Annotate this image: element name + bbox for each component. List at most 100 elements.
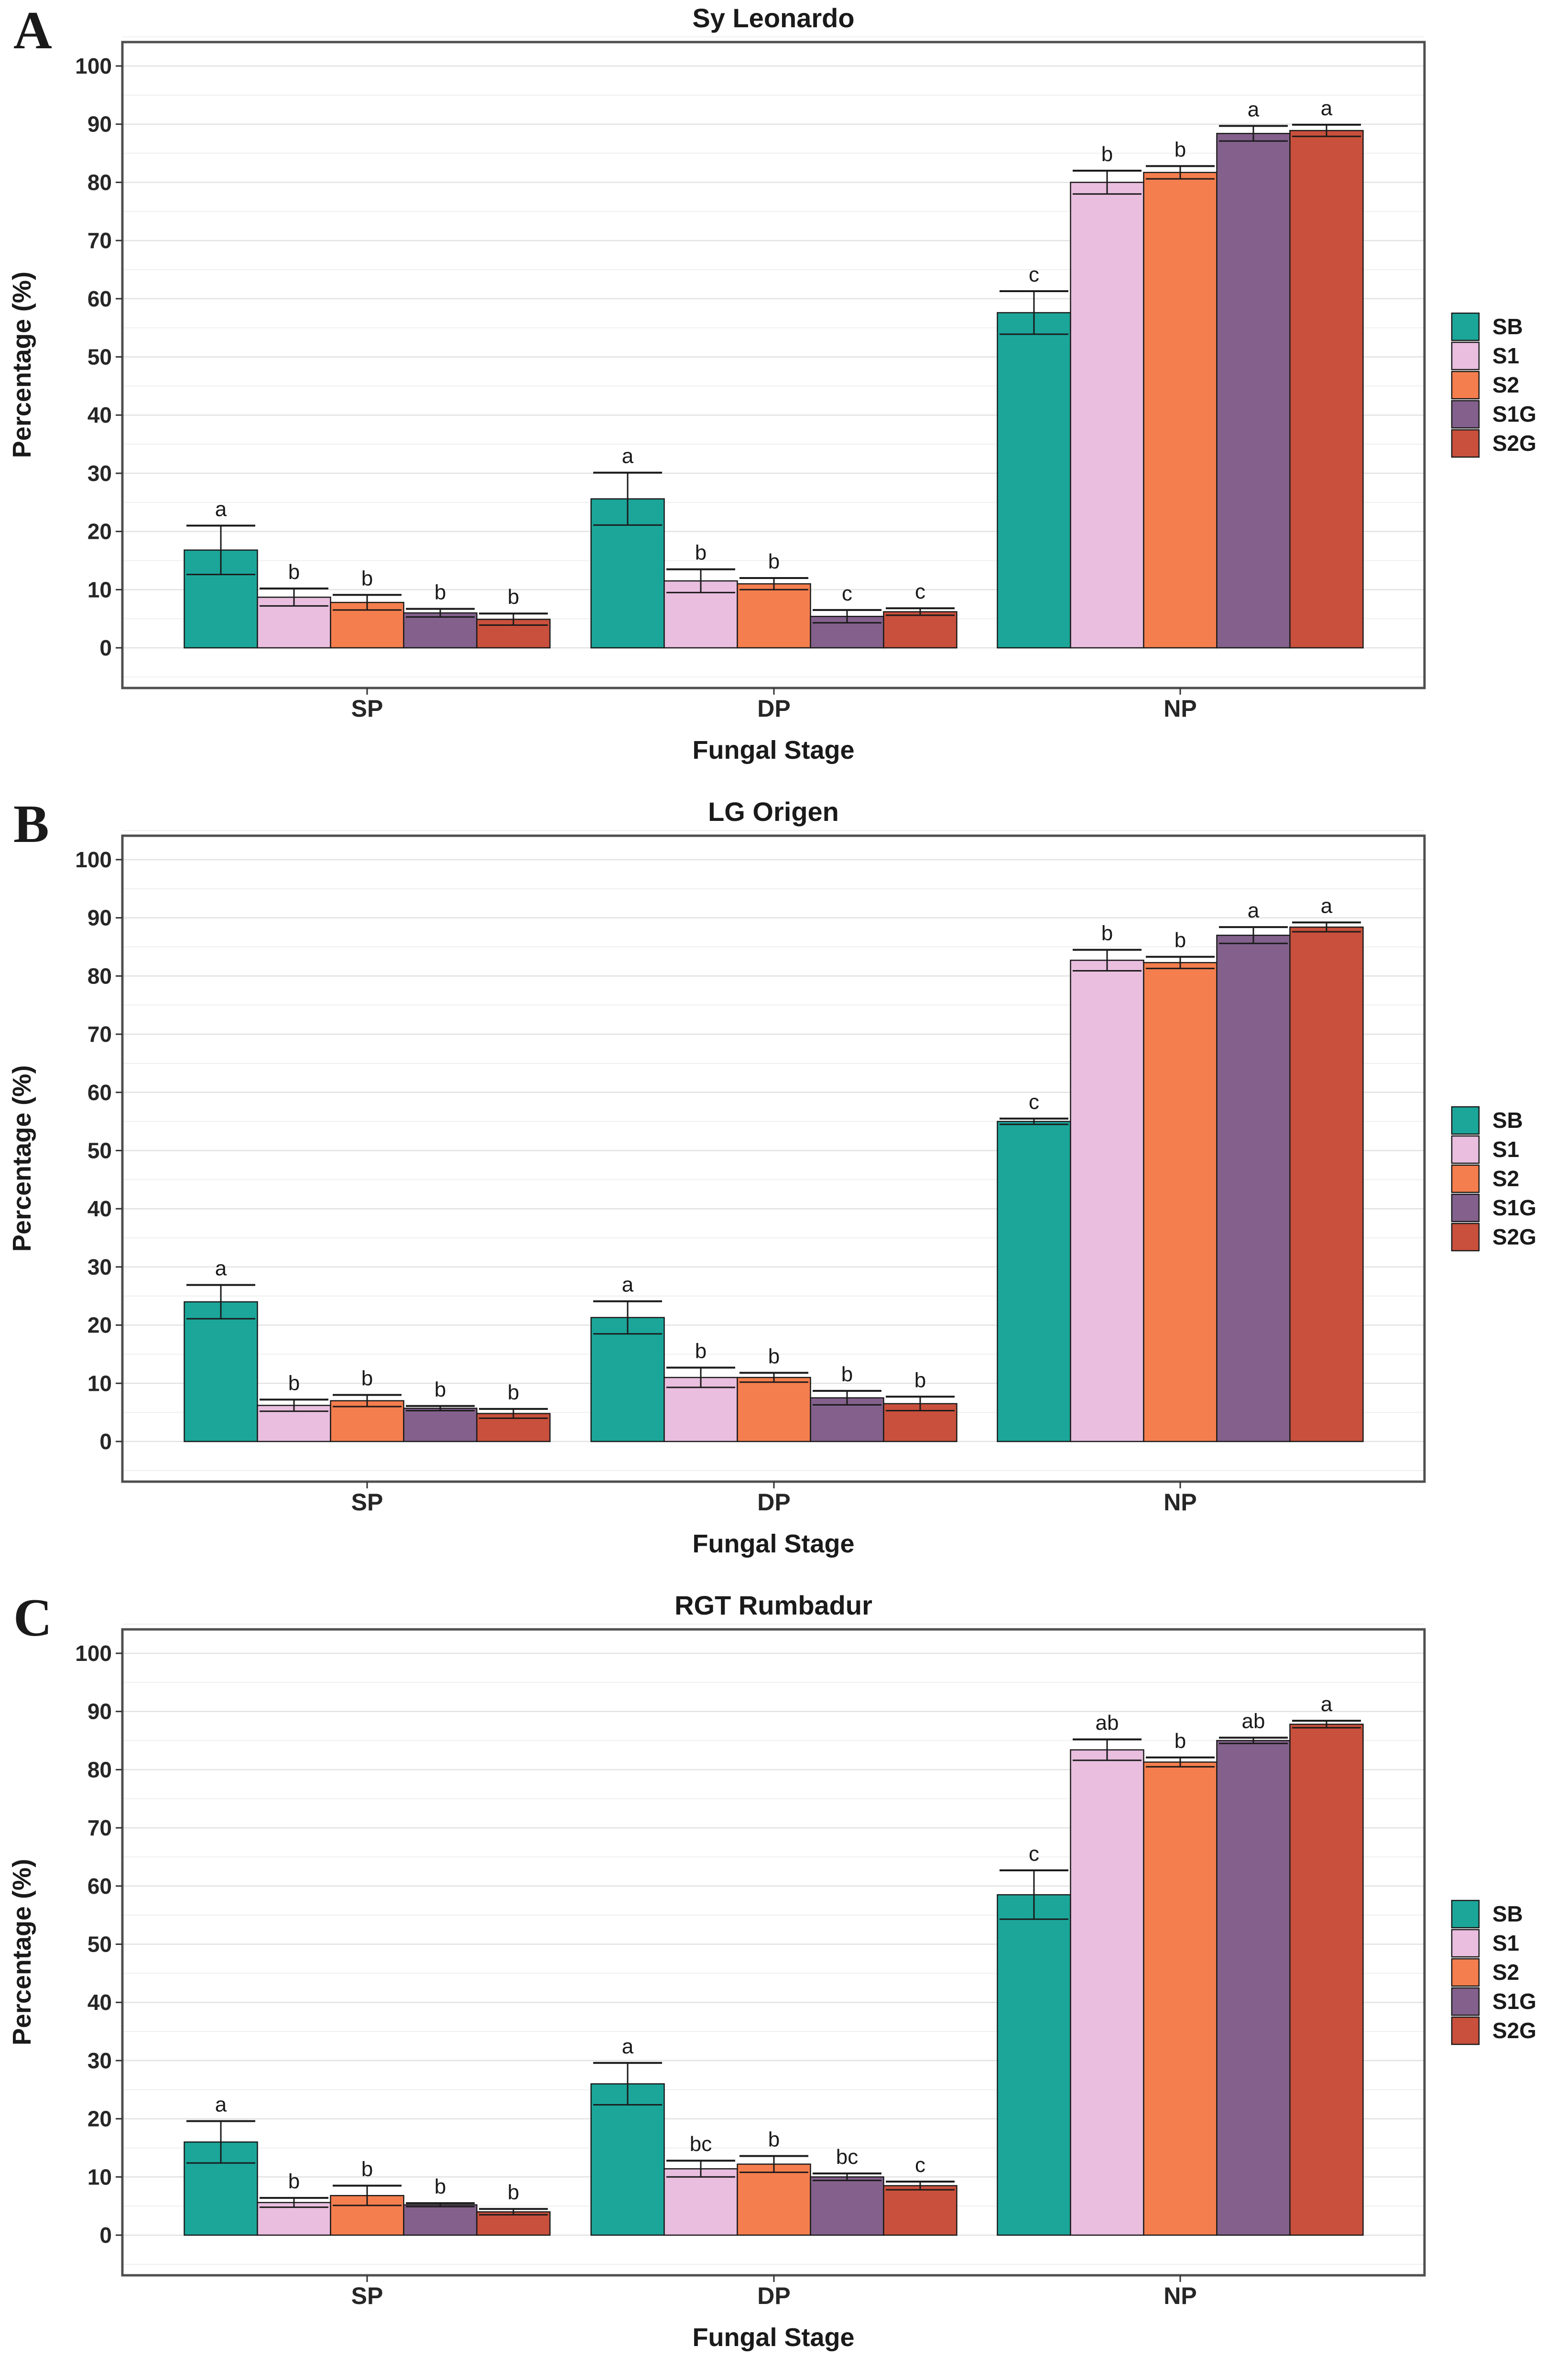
x-tick-label: SP xyxy=(351,695,383,722)
x-tick-label: NP xyxy=(1164,695,1196,722)
chart-title: LG Origen xyxy=(708,797,839,827)
x-tick-label: SP xyxy=(351,1489,383,1516)
bar-S1G-NP xyxy=(1216,132,1291,649)
legend-label-S2G: S2G xyxy=(1492,1224,1536,1249)
significance-letter: b xyxy=(768,1344,780,1368)
bar-S2G-SP xyxy=(476,2211,551,2236)
significance-letter: b xyxy=(1174,138,1186,161)
significance-letter: a xyxy=(622,445,634,468)
y-tick-label: 50 xyxy=(87,1932,112,1957)
bar-SB-DP xyxy=(590,1317,665,1442)
legend-label-S2G: S2G xyxy=(1492,431,1536,456)
significance-letter: b xyxy=(508,1381,519,1404)
y-tick-label: 0 xyxy=(99,1429,112,1454)
legend-label-S2G: S2G xyxy=(1492,2018,1536,2043)
bar-SB-NP xyxy=(997,1894,1071,2236)
x-tick-label: DP xyxy=(757,2282,790,2309)
x-tick-label: NP xyxy=(1164,1489,1196,1516)
bar-S2G-NP xyxy=(1289,130,1364,649)
y-tick-label: 100 xyxy=(75,1641,112,1666)
bar-SB-NP xyxy=(997,312,1071,649)
panel-letter-c: C xyxy=(13,1588,52,1648)
y-tick-label: 100 xyxy=(75,847,112,872)
legend-swatch-S1G xyxy=(1451,1193,1480,1223)
legend-label-S1G: S1G xyxy=(1492,1195,1536,1220)
y-tick-label: 40 xyxy=(87,403,112,427)
x-axis-title: Fungal Stage xyxy=(692,1529,855,1558)
significance-letter: ab xyxy=(1096,1711,1119,1735)
significance-letter: c xyxy=(1029,1842,1039,1866)
legend-swatch-S1G xyxy=(1451,1987,1480,2016)
legend-label-S1: S1 xyxy=(1492,1137,1519,1162)
significance-letter: ab xyxy=(1242,1709,1265,1733)
significance-letter: b xyxy=(288,2170,300,2193)
panel-letter-a: A xyxy=(13,1,52,60)
y-tick-label: 20 xyxy=(87,1313,112,1338)
x-tick-label: DP xyxy=(757,1489,790,1516)
significance-letter: a xyxy=(215,497,227,521)
significance-letter: c xyxy=(915,2153,925,2177)
y-tick-label: 60 xyxy=(87,1080,112,1105)
bar-S1G-SP xyxy=(403,612,478,649)
bar-S1-NP xyxy=(1070,960,1144,1442)
x-tick-label: NP xyxy=(1164,2282,1196,2309)
significance-letter: c xyxy=(842,582,852,605)
bar-S2-DP xyxy=(737,583,811,649)
significance-letter: a xyxy=(1321,1692,1333,1716)
significance-letter: b xyxy=(768,550,780,573)
bar-S2G-DP xyxy=(883,611,957,649)
legend-swatch-SB xyxy=(1451,1106,1480,1135)
legend-swatch-S1G xyxy=(1451,400,1480,429)
bar-S2-DP xyxy=(737,1376,811,1442)
significance-letter: a xyxy=(1321,97,1333,120)
bar-S2-DP xyxy=(737,2163,811,2236)
bar-S1G-SP xyxy=(403,2204,478,2236)
y-tick-label: 10 xyxy=(87,2164,112,2189)
bar-S2-NP xyxy=(1143,962,1218,1442)
legend-label-S1: S1 xyxy=(1492,1931,1519,1955)
bar-S1G-NP xyxy=(1216,934,1291,1442)
legend-swatch-S2G xyxy=(1451,1223,1480,1252)
significance-letter: a xyxy=(215,2093,227,2116)
legend-swatch-S2G xyxy=(1451,2016,1480,2045)
y-tick-label: 30 xyxy=(87,461,112,486)
legend-swatch-S1 xyxy=(1451,1135,1480,1164)
significance-letter: b xyxy=(695,1339,707,1363)
significance-letter: b xyxy=(361,567,373,590)
bar-chart-lg-origen: a b b b b a b b b b c b b a a 0 10 20 30 40 50 60 70 80 90 100 SP D… xyxy=(75,830,1536,1516)
legend-label-S1G: S1G xyxy=(1492,402,1536,426)
x-axis-title: Fungal Stage xyxy=(692,2323,855,2352)
significance-letter: bc xyxy=(690,2132,712,2156)
bar-S2G-DP xyxy=(883,2185,957,2236)
significance-letter: a xyxy=(622,2035,634,2058)
y-tick-label: 0 xyxy=(99,2223,112,2248)
panel-a: a b b b b a b b c c c b b a a 0 10 20 30 40 50 60 70 80 90 100 SP D… xyxy=(0,0,1555,794)
y-tick-label: 90 xyxy=(87,906,112,930)
legend-swatch-S2G xyxy=(1451,429,1480,458)
y-tick-label: 80 xyxy=(87,170,112,195)
legend-label-S2: S2 xyxy=(1492,1960,1519,1985)
panel-letter-b: B xyxy=(13,795,49,854)
significance-letter: b xyxy=(435,1378,446,1401)
significance-letter: b xyxy=(361,1367,373,1390)
y-tick-label: 20 xyxy=(87,519,112,544)
legend-swatch-S1 xyxy=(1451,1929,1480,1958)
panel-b: a b b b b a b b b b c b b a a 0 10 20 30 40 50 60 70 80 90 100 SP D… xyxy=(0,794,1555,1587)
significance-letter: b xyxy=(695,541,707,565)
bar-S1-NP xyxy=(1070,1749,1144,2236)
panel-c: a b b b b a bc b bc c c ab b ab a 0 10 20 30 40 50 60 70 80 90 10… xyxy=(0,1587,1555,2380)
chart-title: RGT Rumbadur xyxy=(674,1590,872,1620)
significance-letter: b xyxy=(841,1363,853,1386)
y-tick-label: 80 xyxy=(87,1757,112,1782)
y-tick-label: 30 xyxy=(87,1255,112,1279)
significance-letter: a xyxy=(1321,894,1333,917)
y-tick-label: 0 xyxy=(99,635,112,660)
legend-label-S2: S2 xyxy=(1492,1166,1519,1191)
significance-letter: b xyxy=(508,585,519,609)
y-tick-label: 10 xyxy=(87,1371,112,1396)
significance-letter: b xyxy=(361,2158,373,2181)
legend-swatch-SB xyxy=(1451,1900,1480,1929)
y-tick-label: 20 xyxy=(87,2107,112,2131)
chart-title: Sy Leonardo xyxy=(692,3,855,33)
